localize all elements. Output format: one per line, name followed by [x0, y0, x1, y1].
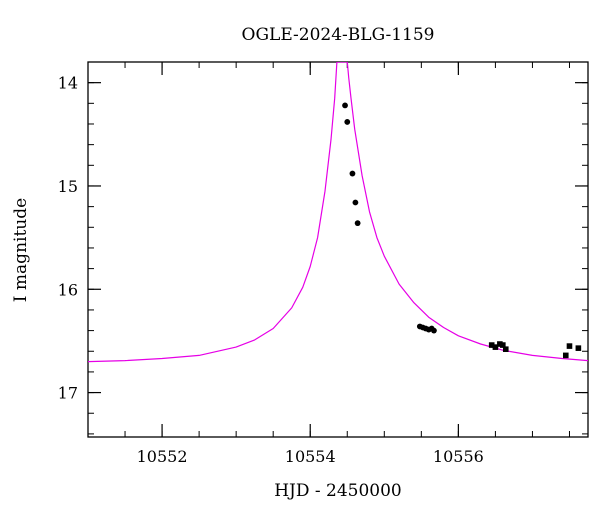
y-tick-label: 14 — [58, 74, 78, 93]
x-axis-label: HJD - 2450000 — [274, 481, 402, 501]
data-point-square — [497, 341, 503, 347]
axis-ticks — [87, 61, 588, 437]
data-point-square — [562, 352, 569, 359]
data-point-circle — [344, 119, 351, 125]
y-axis-label: I magnitude — [11, 198, 31, 302]
data-point-circle — [431, 327, 437, 334]
data-point-circle — [352, 199, 359, 206]
chart-title: OGLE-2024-BLG-1159 — [242, 25, 435, 45]
x-tick-label: 10556 — [433, 447, 484, 466]
model-curve — [88, 62, 588, 363]
data-point-square — [502, 346, 509, 352]
y-tick-label: 15 — [58, 177, 78, 196]
data-point-circle — [354, 220, 361, 227]
y-tick-labels: 14 15 16 17 — [58, 74, 78, 403]
data-point-square — [566, 343, 573, 349]
x-tick-label: 10554 — [285, 447, 336, 466]
data-point-circle — [349, 170, 356, 177]
data-point-square — [488, 342, 495, 348]
y-tick-label: 16 — [58, 280, 78, 299]
x-tick-labels: 10552 10554 10556 — [137, 447, 484, 466]
data-point-square — [500, 342, 506, 348]
data-point-square — [575, 345, 582, 351]
y-tick-label: 17 — [58, 384, 78, 403]
data-point-circle — [342, 102, 348, 109]
data-point-square — [492, 344, 499, 350]
x-tick-label: 10552 — [137, 447, 188, 466]
plot-area — [88, 62, 588, 363]
plot-frame — [87, 61, 589, 438]
